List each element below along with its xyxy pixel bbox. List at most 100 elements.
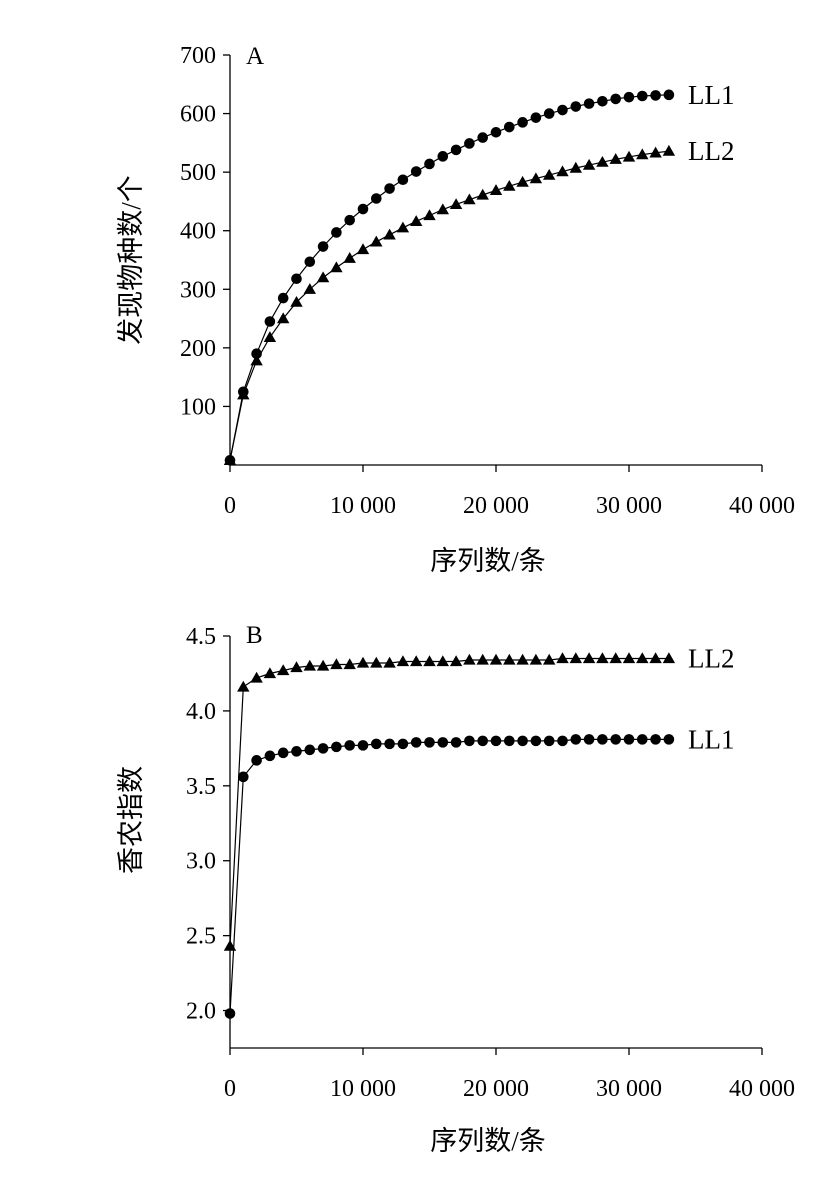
panel-b-ll2-point [489, 653, 503, 665]
panel-b-ll2-point [263, 667, 277, 679]
panel-a-y-tick-label: 700 [180, 43, 216, 69]
panel-b-ll2-point [503, 653, 516, 665]
panel-b-ll1-point [424, 737, 435, 748]
panel-a-ll2-point [290, 296, 303, 307]
panel-b-ll1-point [637, 734, 648, 745]
panel-a-ll1-point [517, 117, 528, 128]
panel-b-y-tick-label: 4.5 [186, 624, 216, 650]
panel-b-ll1-point [557, 735, 568, 747]
panel-a: 序列数/条 发现物种数/个 A 100 200 300 400 500 600 700 0 10… [116, 43, 795, 576]
panel-b-ll1-point [264, 750, 276, 762]
panel-a-y-tick-label: 300 [180, 277, 216, 303]
panel-b-ll1-point [610, 734, 621, 745]
panel-a-x-tick-label: 10 000 [330, 493, 396, 519]
panel-b-ll1-point [251, 755, 262, 766]
panel-b-ll2-point [636, 652, 649, 664]
panel-b-ll2-point [237, 680, 250, 692]
panel-a-ll1-point [291, 273, 302, 285]
panel-b-y-tick-label: 3.5 [186, 774, 216, 800]
panel-b-ll2-point [516, 653, 529, 665]
panel-b-ll1-label: LL1 [688, 724, 735, 754]
panel-b-ll1-point [224, 1008, 236, 1019]
panel-b-ll2-point [290, 661, 303, 673]
panel-a-ll2-point [582, 158, 596, 170]
panel-a-ll1-point [490, 127, 502, 138]
panel-b-x-tick-label: 40 000 [729, 1076, 795, 1102]
panel-a-ll1-point [557, 104, 568, 116]
panel-b-ll2-point [410, 655, 423, 667]
panel-a-ll2-point [330, 261, 343, 273]
panel-a-ll2-point [569, 161, 582, 173]
panel-b-ll1-point [663, 734, 675, 745]
panel-a-ll1-point [371, 193, 382, 204]
panel-b-ll1-point [570, 734, 582, 745]
panel-a-ll1-point [464, 138, 475, 149]
panel-b-x-tick-label: 0 [224, 1076, 236, 1102]
panel-b-ll1-point [450, 737, 462, 748]
panel-b-ll1-point [490, 735, 502, 747]
panel-a-ll1-point [344, 214, 356, 226]
panel-a-ll1-point [610, 93, 621, 105]
panel-a-ll1-point [277, 292, 289, 304]
panel-a-ll2-point [263, 331, 277, 342]
panel-a-ll2-point [556, 165, 569, 177]
panel-b-ll2-point [370, 656, 383, 668]
panel-b-ll1-point [397, 738, 409, 750]
panel-a-ll2-point [356, 243, 370, 255]
panel-a-ll1-point [450, 144, 462, 156]
panel-a-y-tick-label: 500 [180, 160, 216, 186]
panel-b-ll2-point [529, 653, 543, 665]
panel-b-ll2-line [229, 657, 669, 947]
panel-a-ll1-point [570, 101, 582, 112]
panel-a-ll1-point [650, 90, 661, 101]
panel-b-ll2-point [476, 653, 489, 665]
panel-b-ll2-point [596, 652, 609, 664]
panel-a-letter: A [246, 43, 264, 70]
panel-a-x-tick-label: 20 000 [463, 493, 529, 519]
panel-b-ll2-point [330, 658, 343, 670]
panel-a-ll1-point [437, 151, 449, 162]
panel-b-ll1-point [371, 738, 382, 750]
panel-b-ll2-point [609, 652, 622, 664]
panel-a-ll2-point [516, 175, 529, 187]
panel-a-ll2-point [609, 153, 622, 164]
panel-a-ll2-point [343, 252, 356, 263]
panel-a-y-tick-label: 400 [180, 219, 216, 245]
panel-a-ll1-label: LL1 [688, 80, 735, 110]
panel-b-ll1-point [623, 734, 635, 745]
panel-b-ll1-point [597, 734, 608, 745]
panel-a-y-axis-title: 发现物种数/个 [116, 175, 146, 345]
panel-b-ll1-point [277, 747, 289, 759]
panel-b-x-axis-title: 序列数/条 [430, 1126, 546, 1156]
panel-b-ll1-line [229, 738, 669, 1014]
panel-a-ll2-point [636, 148, 649, 160]
panel-b-ll2-point [436, 655, 449, 667]
panel-b-ll2-point [662, 652, 676, 664]
panel-b-y-axis-title: 香农指数 [116, 766, 146, 874]
panel-a-ll2-point [303, 283, 316, 294]
panel-a-ll2-point [649, 146, 662, 158]
panel-b-ll2-point [303, 659, 316, 671]
panel-a-ll2-point [489, 184, 503, 195]
panel-b-ll1-point [344, 740, 356, 751]
panel-a-x-axis-title: 序列数/条 [430, 546, 546, 576]
panel-a-ll2-point [277, 312, 290, 324]
panel-b-ll1-point [238, 771, 249, 783]
panel-a-ll2-point [316, 271, 330, 283]
panel-b-ll1-point [517, 735, 528, 747]
panel-a-ll2-point [476, 188, 489, 200]
panel-a-ll1-point [543, 108, 555, 119]
panel-b-ll1-point [410, 737, 422, 748]
panel-b-ll1-point [357, 740, 369, 751]
panel-b-ll1-point [331, 741, 342, 753]
panel-b-ll1-point [530, 735, 542, 747]
panel-b-ll1-point [384, 738, 395, 750]
panel-b-ll2-point [423, 655, 436, 667]
panel-b-ll2-label: LL2 [688, 643, 735, 673]
panel-a-y-tick-label: 600 [180, 102, 216, 128]
panel-b-ll2-point [343, 658, 356, 670]
panel-b-ll1-point [504, 735, 515, 747]
panel-b-ll2-point [449, 655, 463, 667]
panel-a-ll2-point [596, 156, 609, 167]
panel-b-ll2-point [569, 652, 582, 664]
